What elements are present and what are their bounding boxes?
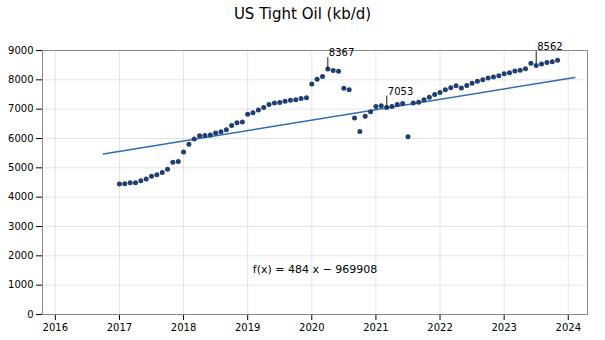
svg-text:2024: 2024 <box>556 322 581 333</box>
svg-text:2022: 2022 <box>427 322 452 333</box>
svg-text:0: 0 <box>27 309 33 320</box>
svg-text:9000: 9000 <box>8 45 33 56</box>
svg-text:f(x) = 484 x − 969908: f(x) = 484 x − 969908 <box>253 263 377 276</box>
svg-text:2000: 2000 <box>8 250 33 261</box>
html-text:US Tight Oil (kb/d): US Tight Oil (kb/d) <box>233 5 372 23</box>
svg-text:1000: 1000 <box>8 279 33 290</box>
svg-text:3000: 3000 <box>8 221 33 232</box>
svg-text:2023: 2023 <box>491 322 516 333</box>
svg-text:6000: 6000 <box>8 133 33 144</box>
svg-text:8367: 8367 <box>329 47 354 58</box>
svg-text:7000: 7000 <box>8 103 33 114</box>
svg-text:2016: 2016 <box>43 322 68 333</box>
svg-text:2017: 2017 <box>107 322 132 333</box>
svg-text:5000: 5000 <box>8 162 33 173</box>
svg-text:8562: 8562 <box>537 41 562 52</box>
svg-text:2020: 2020 <box>299 322 324 333</box>
svg-text:7053: 7053 <box>388 86 413 97</box>
svg-text:2018: 2018 <box>171 322 196 333</box>
svg-text:8000: 8000 <box>8 74 33 85</box>
svg-text:2021: 2021 <box>363 322 388 333</box>
svg-text:4000: 4000 <box>8 191 33 202</box>
svg-text:2019: 2019 <box>235 322 260 333</box>
